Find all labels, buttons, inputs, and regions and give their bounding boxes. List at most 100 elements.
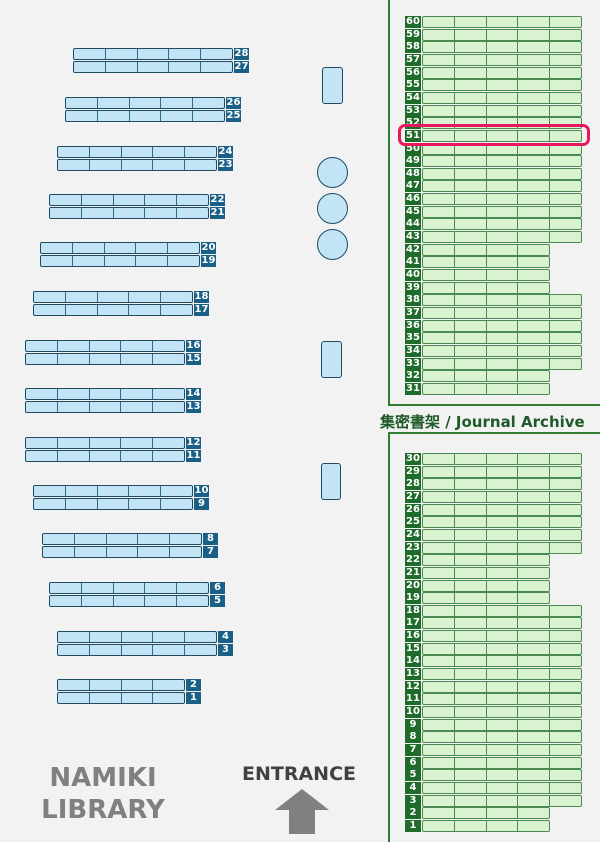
shelf-60[interactable] <box>422 16 582 28</box>
shelf-9[interactable] <box>33 498 193 510</box>
shelf-section <box>517 631 549 641</box>
shelf-2[interactable] <box>57 679 185 691</box>
shelf-3[interactable] <box>57 644 217 656</box>
shelf-6[interactable] <box>49 582 209 594</box>
shelf-7[interactable] <box>422 744 582 756</box>
shelf-18[interactable] <box>422 605 582 617</box>
shelf-13[interactable] <box>422 668 582 680</box>
shelf-2[interactable] <box>422 807 550 819</box>
shelf-section <box>88 389 121 399</box>
shelf-14[interactable] <box>422 655 582 667</box>
shelf-27[interactable] <box>73 61 233 73</box>
shelf-28[interactable] <box>73 48 233 60</box>
shelf-18[interactable] <box>33 291 193 303</box>
shelf-5[interactable] <box>422 769 582 781</box>
shelf-10[interactable] <box>33 485 193 497</box>
shelf-20[interactable] <box>40 242 200 254</box>
shelf-40[interactable] <box>422 269 550 281</box>
shelf-38[interactable] <box>422 294 582 306</box>
shelf-51[interactable] <box>422 130 582 142</box>
shelf-59[interactable] <box>422 29 582 41</box>
shelf-21[interactable] <box>49 207 209 219</box>
shelf-22[interactable] <box>422 554 550 566</box>
shelf-16[interactable] <box>25 340 185 352</box>
shelf-section <box>517 694 549 704</box>
shelf-12[interactable] <box>25 437 185 449</box>
shelf-37[interactable] <box>422 307 582 319</box>
shelf-25[interactable] <box>65 110 225 122</box>
shelf-11[interactable] <box>25 450 185 462</box>
shelf-label: 59 <box>405 29 421 41</box>
shelf-17[interactable] <box>33 304 193 316</box>
shelf-4[interactable] <box>57 631 217 643</box>
shelf-30[interactable] <box>422 453 582 465</box>
shelf-15[interactable] <box>25 353 185 365</box>
shelf-17[interactable] <box>422 617 582 629</box>
shelf-32[interactable] <box>422 370 550 382</box>
shelf-56[interactable] <box>422 67 582 79</box>
shelf-44[interactable] <box>422 218 582 230</box>
shelf-15[interactable] <box>422 643 582 655</box>
shelf-1[interactable] <box>57 692 185 704</box>
shelf-48[interactable] <box>422 168 582 180</box>
shelf-19[interactable] <box>422 592 550 604</box>
shelf-46[interactable] <box>422 193 582 205</box>
shelf-3[interactable] <box>422 795 582 807</box>
shelf-1[interactable] <box>422 820 550 832</box>
shelf-43[interactable] <box>422 231 582 243</box>
shelf-55[interactable] <box>422 79 582 91</box>
shelf-41[interactable] <box>422 256 550 268</box>
shelf-4[interactable] <box>422 782 582 794</box>
shelf-section <box>453 245 486 255</box>
shelf-26[interactable] <box>422 504 582 516</box>
shelf-16[interactable] <box>422 630 582 642</box>
shelf-21[interactable] <box>422 567 550 579</box>
shelf-23[interactable] <box>57 159 217 171</box>
shelf-28[interactable] <box>422 478 582 490</box>
shelf-section <box>517 131 549 141</box>
shelf-45[interactable] <box>422 206 582 218</box>
shelf-8[interactable] <box>422 731 582 743</box>
shelf-53[interactable] <box>422 105 582 117</box>
shelf-57[interactable] <box>422 54 582 66</box>
shelf-label: 9 <box>405 719 421 731</box>
shelf-27[interactable] <box>422 491 582 503</box>
shelf-section <box>517 359 549 369</box>
shelf-19[interactable] <box>40 255 200 267</box>
shelf-35[interactable] <box>422 332 582 344</box>
shelf-33[interactable] <box>422 358 582 370</box>
shelf-49[interactable] <box>422 155 582 167</box>
shelf-7[interactable] <box>42 546 202 558</box>
shelf-5[interactable] <box>49 595 209 607</box>
shelf-31[interactable] <box>422 383 550 395</box>
shelf-54[interactable] <box>422 92 582 104</box>
shelf-12[interactable] <box>422 681 582 693</box>
shelf-20[interactable] <box>422 580 550 592</box>
shelf-58[interactable] <box>422 41 582 53</box>
shelf-34[interactable] <box>422 345 582 357</box>
shelf-39[interactable] <box>422 282 550 294</box>
shelf-24[interactable] <box>57 146 217 158</box>
shelf-section <box>485 593 518 603</box>
shelf-6[interactable] <box>422 757 582 769</box>
shelf-13[interactable] <box>25 401 185 413</box>
shelf-label: 50 <box>405 143 421 155</box>
shelf-24[interactable] <box>422 529 582 541</box>
shelf-section <box>74 49 105 59</box>
shelf-42[interactable] <box>422 244 550 256</box>
shelf-section <box>485 707 518 717</box>
shelf-10[interactable] <box>422 706 582 718</box>
shelf-11[interactable] <box>422 693 582 705</box>
shelf-8[interactable] <box>42 533 202 545</box>
shelf-section <box>517 169 549 179</box>
shelf-25[interactable] <box>422 516 582 528</box>
shelf-36[interactable] <box>422 320 582 332</box>
shelf-26[interactable] <box>65 97 225 109</box>
shelf-9[interactable] <box>422 719 582 731</box>
shelf-22[interactable] <box>49 194 209 206</box>
shelf-section <box>96 98 129 108</box>
shelf-14[interactable] <box>25 388 185 400</box>
shelf-23[interactable] <box>422 542 582 554</box>
shelf-29[interactable] <box>422 466 582 478</box>
shelf-47[interactable] <box>422 180 582 192</box>
